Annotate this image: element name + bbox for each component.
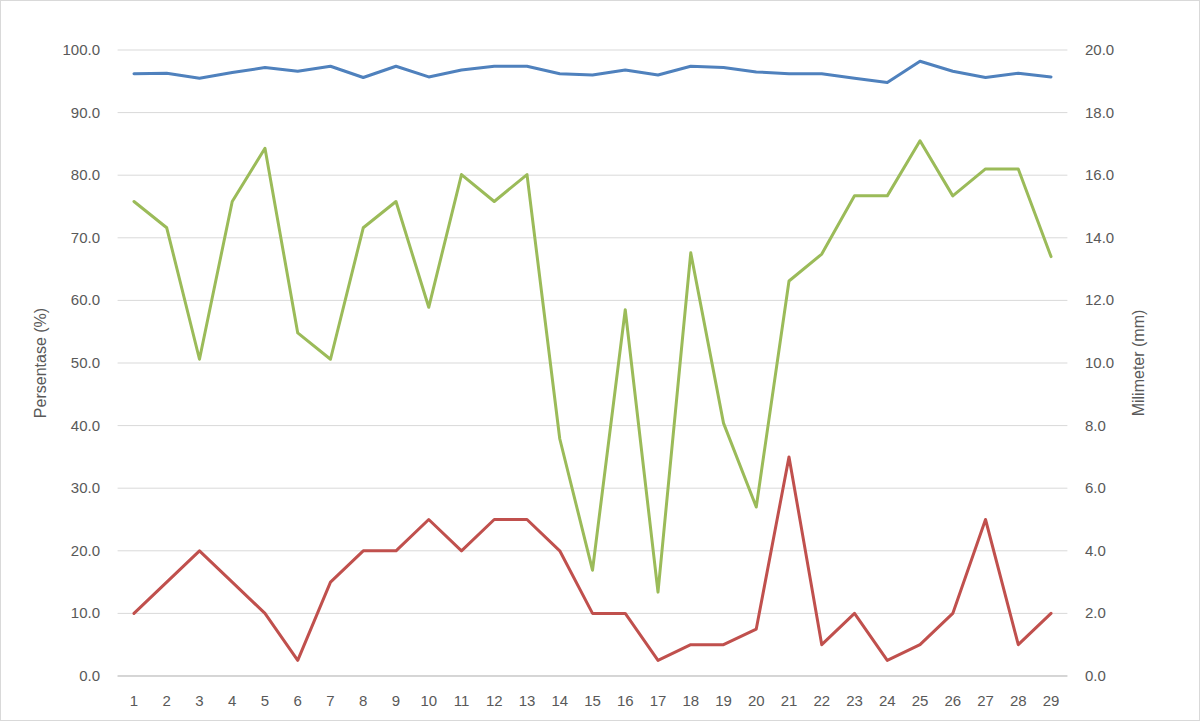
x-tick-label: 8 xyxy=(359,692,367,709)
x-tick-label: 9 xyxy=(392,692,400,709)
y2-tick-label: 14.0 xyxy=(1085,229,1114,246)
y-tick-label: 20.0 xyxy=(71,542,100,559)
chart: 0.010.020.030.040.050.060.070.080.090.01… xyxy=(0,0,1200,721)
series-line xyxy=(134,457,1051,660)
y2-tick-label: 10.0 xyxy=(1085,354,1114,371)
x-tick-label: 4 xyxy=(228,692,236,709)
grid-line xyxy=(118,300,1068,301)
grid-line xyxy=(118,175,1068,176)
grid-line xyxy=(118,550,1068,551)
x-tick-label: 14 xyxy=(551,692,568,709)
x-tick-label: 24 xyxy=(879,692,896,709)
x-tick-label: 23 xyxy=(846,692,863,709)
grid-line xyxy=(118,676,1068,677)
x-tick-label: 10 xyxy=(420,692,437,709)
x-tick-label: 29 xyxy=(1043,692,1060,709)
x-tick-label: 6 xyxy=(294,692,302,709)
y-tick-label: 30.0 xyxy=(71,479,100,496)
chart-background xyxy=(1,1,1200,721)
x-tick-label: 18 xyxy=(682,692,699,709)
x-tick-label: 7 xyxy=(326,692,334,709)
y-tick-label: 60.0 xyxy=(71,291,100,308)
y-tick-label: 0.0 xyxy=(79,667,100,684)
x-tick-label: 17 xyxy=(650,692,667,709)
x-tick-label: 5 xyxy=(261,692,269,709)
grid-line xyxy=(118,112,1068,113)
grid-line xyxy=(118,488,1068,489)
x-tick-label: 3 xyxy=(195,692,203,709)
y2-tick-label: 6.0 xyxy=(1085,479,1106,496)
x-tick-label: 2 xyxy=(163,692,171,709)
x-tick-label: 27 xyxy=(977,692,994,709)
y2-tick-label: 20.0 xyxy=(1085,41,1114,58)
y2-tick-label: 12.0 xyxy=(1085,291,1114,308)
grid-line xyxy=(118,50,1068,51)
x-tick-label: 26 xyxy=(944,692,961,709)
x-tick-label: 19 xyxy=(715,692,732,709)
y-tick-label: 80.0 xyxy=(71,166,100,183)
grid-line xyxy=(118,237,1068,238)
y2-axis-title: Milimeter (mm) xyxy=(1130,310,1147,417)
y2-tick-label: 8.0 xyxy=(1085,417,1106,434)
y-tick-label: 90.0 xyxy=(71,104,100,121)
plot-area xyxy=(134,61,1051,660)
x-tick-label: 28 xyxy=(1010,692,1027,709)
y2-tick-label: 4.0 xyxy=(1085,542,1106,559)
y2-tick-label: 2.0 xyxy=(1085,604,1106,621)
x-tick-label: 13 xyxy=(519,692,536,709)
y-axis-title: Persentase (%) xyxy=(32,308,49,418)
x-tick-label: 11 xyxy=(454,692,470,709)
y2-tick-label: 18.0 xyxy=(1085,104,1114,121)
x-tick-label: 20 xyxy=(748,692,765,709)
x-tick-label: 1 xyxy=(130,692,138,709)
x-axis xyxy=(118,676,1068,677)
y-tick-label: 10.0 xyxy=(71,604,100,621)
y2-tick-label: 16.0 xyxy=(1085,166,1114,183)
series-line xyxy=(134,61,1051,82)
grid-line xyxy=(118,425,1068,426)
y2-tick-label: 0.0 xyxy=(1085,667,1106,684)
series-line xyxy=(134,141,1051,592)
y-tick-label: 40.0 xyxy=(71,417,100,434)
y-tick-label: 70.0 xyxy=(71,229,100,246)
y-tick-label: 50.0 xyxy=(71,354,100,371)
x-tick-label: 12 xyxy=(486,692,503,709)
y-tick-label: 100.0 xyxy=(62,41,100,58)
grid-line xyxy=(118,363,1068,364)
x-tick-label: 15 xyxy=(584,692,601,709)
x-tick-label: 22 xyxy=(813,692,830,709)
x-tick-label: 21 xyxy=(781,692,798,709)
x-tick-label: 16 xyxy=(617,692,634,709)
x-tick-label: 25 xyxy=(912,692,929,709)
